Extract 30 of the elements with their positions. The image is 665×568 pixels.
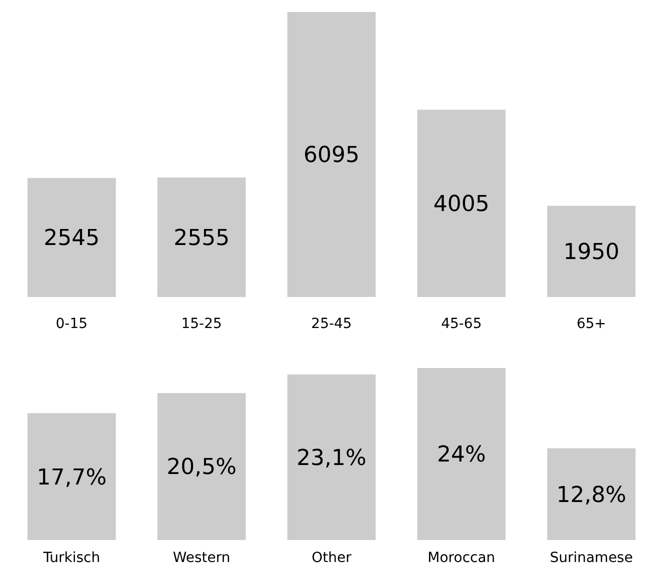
- data-label: 23,1%: [296, 446, 366, 471]
- data-label: 24%: [436, 442, 486, 468]
- x-tick-label: 45-65: [441, 316, 482, 332]
- bar: [547, 448, 636, 540]
- x-tick-label: Other: [312, 550, 352, 566]
- bar: [27, 178, 116, 297]
- data-label: 12,8%: [556, 482, 626, 508]
- x-tick-label: Surinamese: [550, 550, 633, 566]
- bar: [157, 178, 246, 297]
- bar: [417, 110, 506, 297]
- x-tick-label: 65+: [576, 316, 606, 332]
- data-label: 2545: [44, 226, 100, 252]
- bar: [287, 12, 376, 297]
- data-label: 4005: [433, 192, 490, 218]
- bar: [417, 368, 506, 540]
- x-tick-label: Turkisch: [42, 550, 100, 566]
- x-tick-label: Western: [172, 550, 230, 566]
- bar: [547, 206, 636, 297]
- x-tick-label: 25-45: [311, 316, 352, 332]
- bar: [287, 374, 376, 540]
- bar: [157, 393, 246, 540]
- data-label: 1950: [563, 240, 620, 266]
- data-label: 6095: [304, 143, 360, 168]
- x-tick-label: 15-25: [181, 316, 222, 332]
- data-label: 17,7%: [36, 465, 107, 490]
- data-label: 2555: [174, 226, 230, 251]
- x-tick-label: 0-15: [56, 316, 88, 332]
- data-label: 20,5%: [166, 455, 237, 480]
- x-tick-label: Moroccan: [428, 550, 496, 566]
- bar: [27, 413, 116, 540]
